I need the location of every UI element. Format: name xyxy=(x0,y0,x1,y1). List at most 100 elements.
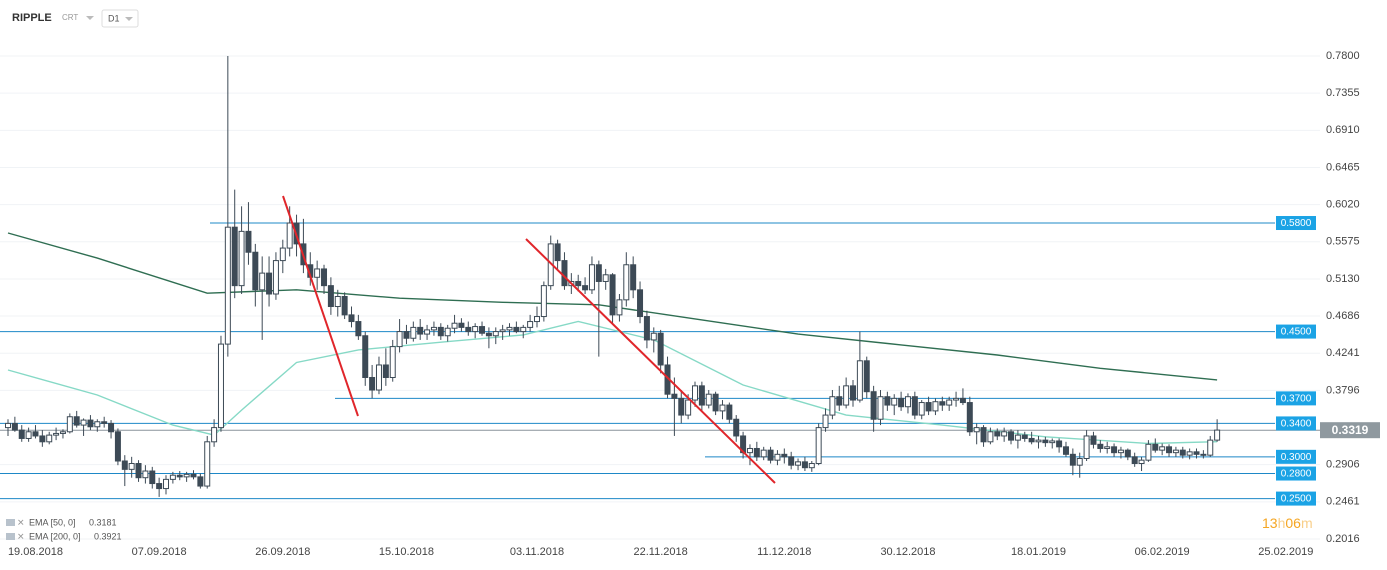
candle-body xyxy=(135,463,142,479)
candle-body xyxy=(685,399,692,416)
candle-body xyxy=(1131,456,1138,465)
candle-body xyxy=(259,272,266,291)
chart-type[interactable]: CRT xyxy=(62,13,78,22)
y-tick-label: 0.6465 xyxy=(1326,161,1360,173)
candle-body xyxy=(362,335,369,378)
candle-body xyxy=(822,414,829,429)
candle-body xyxy=(911,396,918,416)
interval-box[interactable] xyxy=(101,9,139,28)
legend-close[interactable]: ✕ xyxy=(17,531,25,541)
candle-body xyxy=(1138,459,1145,465)
candle-body xyxy=(533,316,540,323)
candle-body xyxy=(588,264,595,291)
candle-body xyxy=(1056,440,1063,448)
legend-icon[interactable] xyxy=(6,519,15,526)
interval[interactable]: D1 xyxy=(108,13,120,23)
candle-body xyxy=(513,326,520,333)
ema-line xyxy=(7,320,1218,445)
candle-body xyxy=(788,456,795,466)
legend-icon[interactable] xyxy=(6,533,15,540)
candle-body xyxy=(1090,435,1097,445)
candle-body xyxy=(204,441,211,487)
candle-body xyxy=(444,327,451,337)
candle-body xyxy=(657,332,664,366)
candle-body xyxy=(1117,449,1124,454)
last-price-label: 0.3319 xyxy=(1332,423,1369,437)
ema-lines xyxy=(7,232,1218,445)
candle-body xyxy=(389,346,396,378)
candle-body xyxy=(1069,453,1076,466)
candles xyxy=(5,56,1221,497)
candle-body xyxy=(53,432,60,436)
candle-body xyxy=(1028,437,1035,443)
level-label-box xyxy=(1276,491,1316,506)
level-label: 0.3400 xyxy=(1281,419,1312,430)
candle-body xyxy=(1062,446,1069,455)
candle-body xyxy=(224,226,231,345)
level-label-box xyxy=(1276,391,1316,406)
candle-body xyxy=(1008,431,1015,441)
grid xyxy=(0,55,1320,540)
candle-body xyxy=(719,404,726,412)
candle-body xyxy=(87,419,94,428)
candle-body xyxy=(623,264,630,301)
legend-name: EMA [200, 0] xyxy=(29,531,81,541)
countdown-hours: 13 xyxy=(1262,515,1278,531)
y-tick-label: 0.4686 xyxy=(1326,310,1360,322)
candle-body xyxy=(472,326,479,333)
candle-body xyxy=(39,435,46,443)
axis-labels: 0.7800 0.7355 0.6910 0.6465 0.6020 0.5575 0.51… xyxy=(8,50,1380,558)
candle-body xyxy=(1042,439,1049,444)
candle-body xyxy=(506,326,513,331)
candle-body xyxy=(808,463,815,469)
candle-body xyxy=(856,360,863,401)
countdown-unit: m xyxy=(1301,515,1313,531)
candle-body xyxy=(1049,440,1056,444)
candle-body xyxy=(314,268,321,278)
candle-body xyxy=(485,332,492,337)
candle-body xyxy=(1207,439,1214,456)
candle-body xyxy=(211,427,218,443)
candle-body xyxy=(863,360,870,393)
dropdown-arrow[interactable] xyxy=(125,17,133,21)
candle-body xyxy=(238,230,245,287)
y-tick-label: 0.3796 xyxy=(1326,384,1360,396)
candle-body xyxy=(73,416,80,426)
candle-body xyxy=(286,222,293,249)
candle-body xyxy=(197,476,204,487)
candle-body xyxy=(753,447,760,458)
trend-line xyxy=(525,238,776,484)
candle-body xyxy=(746,447,753,454)
candle-body xyxy=(850,385,857,401)
countdown: 13h06m xyxy=(1262,515,1313,531)
candle-body xyxy=(231,226,238,287)
x-tick-label: 19.08.2018 xyxy=(8,546,63,558)
candle-body xyxy=(918,402,925,416)
candle-body xyxy=(66,416,73,433)
candle-body xyxy=(781,453,788,458)
candle-body xyxy=(369,376,376,391)
candle-body xyxy=(272,260,279,295)
x-tick-label: 25.02.2019 xyxy=(1258,546,1313,558)
candle-body xyxy=(190,473,197,478)
level-label-box xyxy=(1276,416,1316,431)
level-label: 0.3000 xyxy=(1281,452,1312,463)
candle-body xyxy=(698,385,705,406)
candle-body xyxy=(966,402,973,433)
candle-body xyxy=(973,427,980,433)
candle-body xyxy=(424,329,431,335)
candle-body xyxy=(46,434,53,443)
dropdown-arrow[interactable] xyxy=(86,16,94,20)
x-tick-label: 07.09.2018 xyxy=(132,546,187,558)
candle-body xyxy=(637,289,644,318)
candle-body xyxy=(94,421,101,428)
candle-body xyxy=(1166,446,1173,454)
candle-body xyxy=(183,473,190,478)
candle-body xyxy=(348,314,355,323)
legend-close[interactable]: ✕ xyxy=(17,517,25,527)
indicator-legend: ✕ EMA [50, 0] 0.3181 ✕ EMA [200, 0] 0.39… xyxy=(6,517,122,541)
candle-body xyxy=(1014,434,1021,441)
candle-body xyxy=(815,427,822,465)
candle-body xyxy=(156,483,163,490)
y-tick-label: 0.5130 xyxy=(1326,273,1360,285)
